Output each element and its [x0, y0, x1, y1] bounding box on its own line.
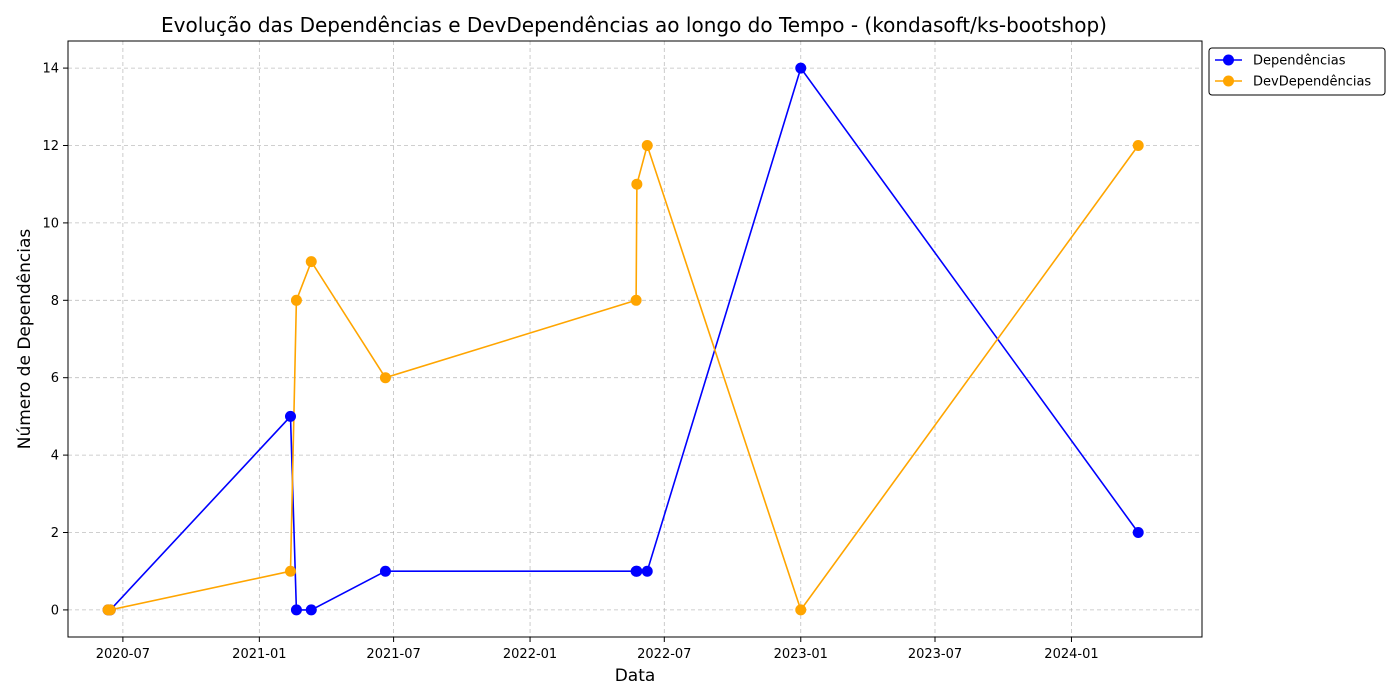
series-2-point	[631, 178, 643, 190]
y-tick-label: 2	[51, 526, 59, 541]
series-1-point	[379, 565, 391, 577]
y-tick-label: 14	[42, 62, 59, 77]
series-2-point	[104, 604, 116, 616]
legend: Dependências DevDependências	[1208, 47, 1386, 96]
series-1-point	[795, 62, 807, 74]
x-tick-label: 2023-07	[908, 647, 962, 662]
series-1-point	[631, 565, 643, 577]
legend-marker	[1223, 54, 1234, 66]
chart-title: Evolução das Dependências e DevDependênc…	[161, 13, 1107, 37]
series-2-point	[795, 604, 807, 616]
y-tick-label: 8	[51, 294, 59, 309]
series-1-point	[284, 410, 296, 422]
series-1-point	[1132, 527, 1144, 539]
series-2-point	[1132, 139, 1144, 151]
y-axis-label: Número de Dependências	[15, 229, 35, 450]
grid	[68, 41, 1202, 637]
plot-frame	[67, 40, 1203, 638]
x-tick-label: 2021-01	[232, 647, 286, 662]
series-2-point	[641, 139, 653, 151]
x-tick-label: 2023-01	[774, 647, 828, 662]
series-2-point	[630, 294, 642, 306]
series-1-point	[290, 604, 302, 616]
series-lines	[108, 66, 1139, 612]
x-axis-ticks: 2020-07 2021-01 2021-07 2022-01 2022-07 2023-…	[96, 637, 1099, 662]
series-2-point	[379, 372, 391, 384]
x-tick-label: 2021-07	[366, 647, 420, 662]
y-tick-label: 6	[51, 371, 59, 386]
y-tick-label: 12	[42, 139, 59, 154]
legend-label: DevDependências	[1253, 75, 1371, 90]
x-axis-label: Data	[615, 666, 656, 686]
x-tick-label: 2020-07	[96, 647, 150, 662]
series-1-point	[305, 604, 317, 616]
x-tick-label: 2024-01	[1044, 647, 1098, 662]
series-points	[102, 62, 1144, 616]
series-2-point	[290, 294, 302, 306]
x-tick-label: 2022-07	[637, 647, 691, 662]
series-2-point	[284, 565, 296, 577]
y-tick-label: 10	[42, 216, 59, 231]
legend-box	[1208, 47, 1386, 96]
y-tick-label: 4	[51, 449, 59, 464]
x-tick-label: 2022-01	[503, 647, 557, 662]
legend-label: Dependências	[1253, 54, 1346, 69]
series-line-1	[108, 66, 1139, 611]
y-axis-ticks: 0 2 4 6 8 10 12 14	[42, 62, 68, 618]
series-1-point	[641, 565, 653, 577]
legend-marker	[1223, 75, 1234, 87]
y-tick-label: 0	[51, 603, 59, 618]
series-2-point	[305, 256, 317, 268]
